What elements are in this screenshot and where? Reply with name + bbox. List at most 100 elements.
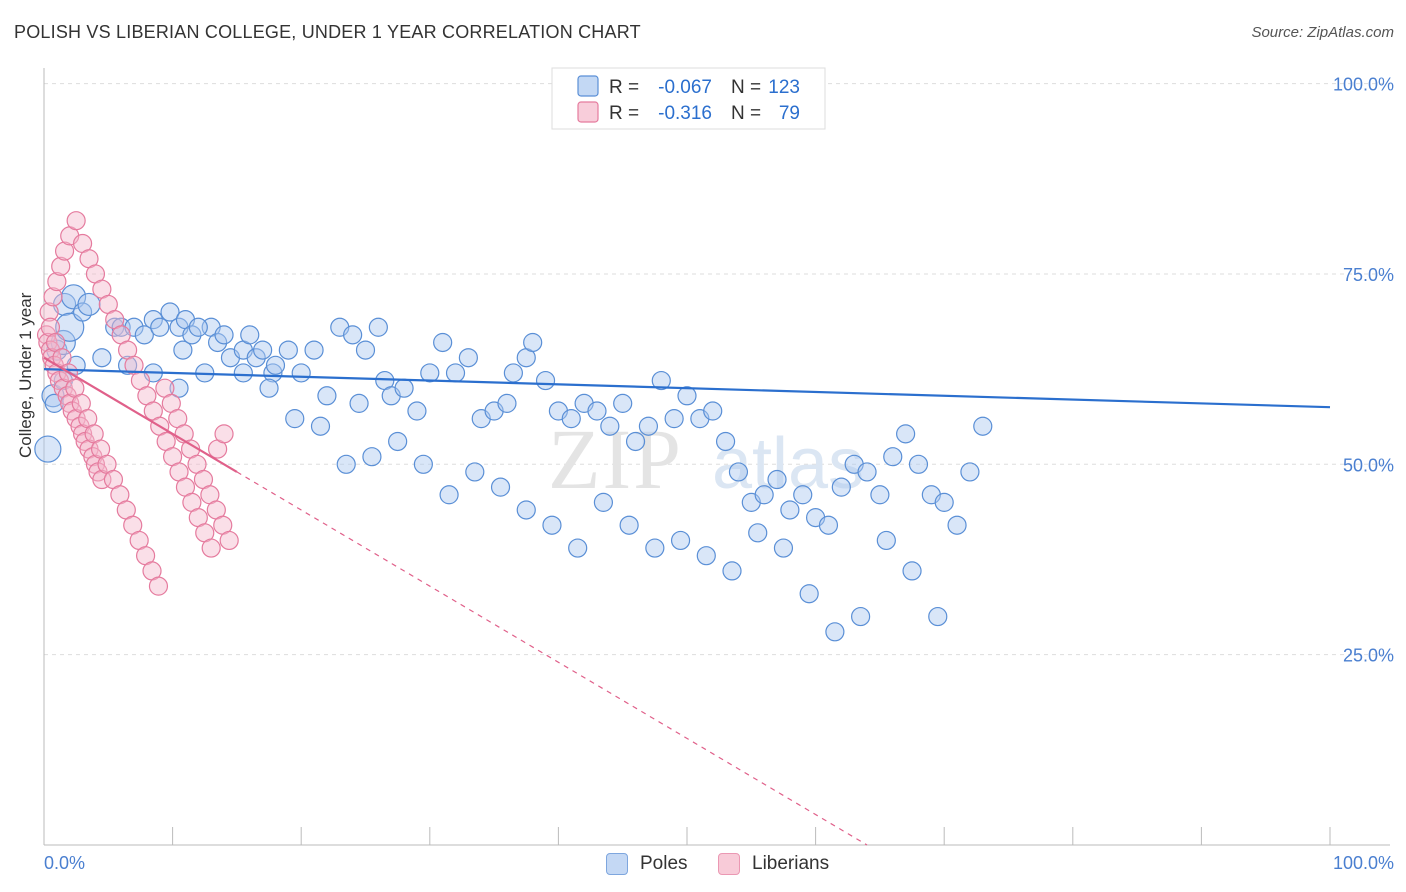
poles-point: [34, 435, 62, 463]
watermark: ZIP atlas: [548, 411, 864, 507]
source-label: Source: ZipAtlas.com: [1251, 24, 1394, 41]
liberians-point: [66, 211, 86, 231]
poles-point: [291, 363, 311, 383]
poles-point: [883, 447, 903, 467]
liberians-trend-line-dashed: [236, 471, 868, 846]
legend-item-poles[interactable]: Poles: [606, 850, 688, 878]
x-tick-label-end: 100.0%: [1333, 853, 1394, 873]
poles-point: [285, 409, 305, 429]
legend-top-swatch-1: [577, 101, 599, 123]
trend-lines: [43, 356, 1331, 846]
liberians-point: [214, 424, 234, 444]
poles-point: [767, 469, 787, 490]
legend-label-poles: Poles: [640, 853, 688, 874]
poles-point: [278, 340, 298, 360]
poles-point: [317, 386, 337, 406]
poles-point: [355, 340, 376, 360]
liberians-point: [39, 302, 59, 322]
poles-point: [439, 485, 459, 505]
poles-point: [117, 355, 138, 375]
y-axis-title: College, Under 1 year: [16, 293, 36, 458]
poles-point: [973, 416, 993, 436]
poles-point: [263, 363, 283, 383]
poles-points: [34, 284, 993, 642]
y-tick-label-25: 25.0%: [1343, 646, 1394, 666]
legend-top-n-value-0: 123: [768, 77, 800, 98]
legend-item-liberians[interactable]: Liberians: [718, 850, 829, 878]
legend-top-swatch-0: [577, 75, 599, 97]
poles-point: [587, 401, 607, 421]
poles-point: [793, 485, 813, 505]
poles-point: [407, 401, 427, 421]
poles-point: [503, 363, 523, 383]
poles-point: [394, 378, 414, 398]
poles-point: [825, 622, 845, 642]
poles-point: [754, 485, 774, 505]
poles-point: [150, 317, 170, 337]
poles-point: [490, 477, 511, 497]
poles-point: [722, 561, 742, 581]
axes: [43, 68, 1390, 846]
legend-bottom: Poles Liberians: [0, 850, 1406, 878]
legend-top-r-value-1: -0.316: [658, 103, 712, 124]
poles-point: [831, 477, 851, 497]
poles-point: [265, 355, 286, 375]
y-axis-title-text: College, Under 1 year: [16, 292, 35, 458]
poles-point: [696, 546, 716, 566]
poles-point: [253, 340, 273, 360]
poles-point: [728, 462, 749, 482]
legend-top-r-value-0: -0.067: [658, 77, 712, 98]
poles-point: [561, 409, 581, 429]
poles-point: [677, 386, 697, 406]
poles-point: [349, 393, 369, 413]
liberians-point: [38, 332, 58, 353]
poles-point: [896, 424, 916, 444]
poles-point: [568, 538, 588, 558]
poles-point: [645, 538, 665, 558]
poles-point: [516, 500, 536, 520]
poles-point: [458, 348, 478, 368]
poles-point: [343, 325, 363, 345]
poles-point: [593, 492, 614, 512]
legend-top-n-label-0: N =: [731, 77, 761, 98]
poles-point: [773, 538, 794, 558]
poles-point: [214, 325, 234, 345]
poles-point: [857, 462, 877, 482]
poles-point: [208, 332, 228, 353]
watermark-atlas: atlas: [712, 424, 864, 504]
poles-point: [465, 462, 485, 482]
poles-point: [799, 584, 819, 604]
poles-point: [651, 370, 671, 391]
liberians-trend-line-solid: [43, 356, 238, 473]
poles-point: [433, 332, 453, 353]
poles-point: [638, 416, 659, 436]
chart-title: POLISH VS LIBERIAN COLLEGE, UNDER 1 YEAR…: [14, 22, 641, 42]
x-tick-label-start: 0.0%: [44, 853, 85, 873]
y-tick-label-75: 75.0%: [1343, 265, 1394, 285]
poles-point: [619, 515, 639, 535]
poles-point: [928, 606, 948, 627]
poles-point: [233, 363, 253, 383]
poles-point: [182, 325, 202, 345]
tick-labels: 25.0% 50.0% 75.0% 100.0% 0.0% 100.0%: [44, 75, 1394, 873]
legend-top-r-label-1: R =: [609, 103, 639, 124]
poles-swatch: [606, 853, 628, 875]
liberians-point: [201, 538, 221, 558]
liberians-point: [54, 241, 75, 261]
poles-point: [445, 363, 466, 383]
poles-point: [908, 454, 929, 474]
poles-point: [388, 431, 408, 452]
liberians-point: [40, 317, 61, 337]
liberians-point: [43, 287, 63, 307]
poles-point: [169, 378, 189, 398]
liberians-point: [51, 256, 71, 276]
liberians-point: [47, 271, 67, 292]
legend-label-liberians: Liberians: [752, 853, 830, 874]
liberians-point: [148, 576, 169, 596]
poles-point: [143, 310, 163, 330]
poles-point: [947, 515, 967, 535]
poles-point: [523, 332, 543, 353]
poles-point: [960, 462, 980, 482]
poles-point: [105, 317, 125, 337]
